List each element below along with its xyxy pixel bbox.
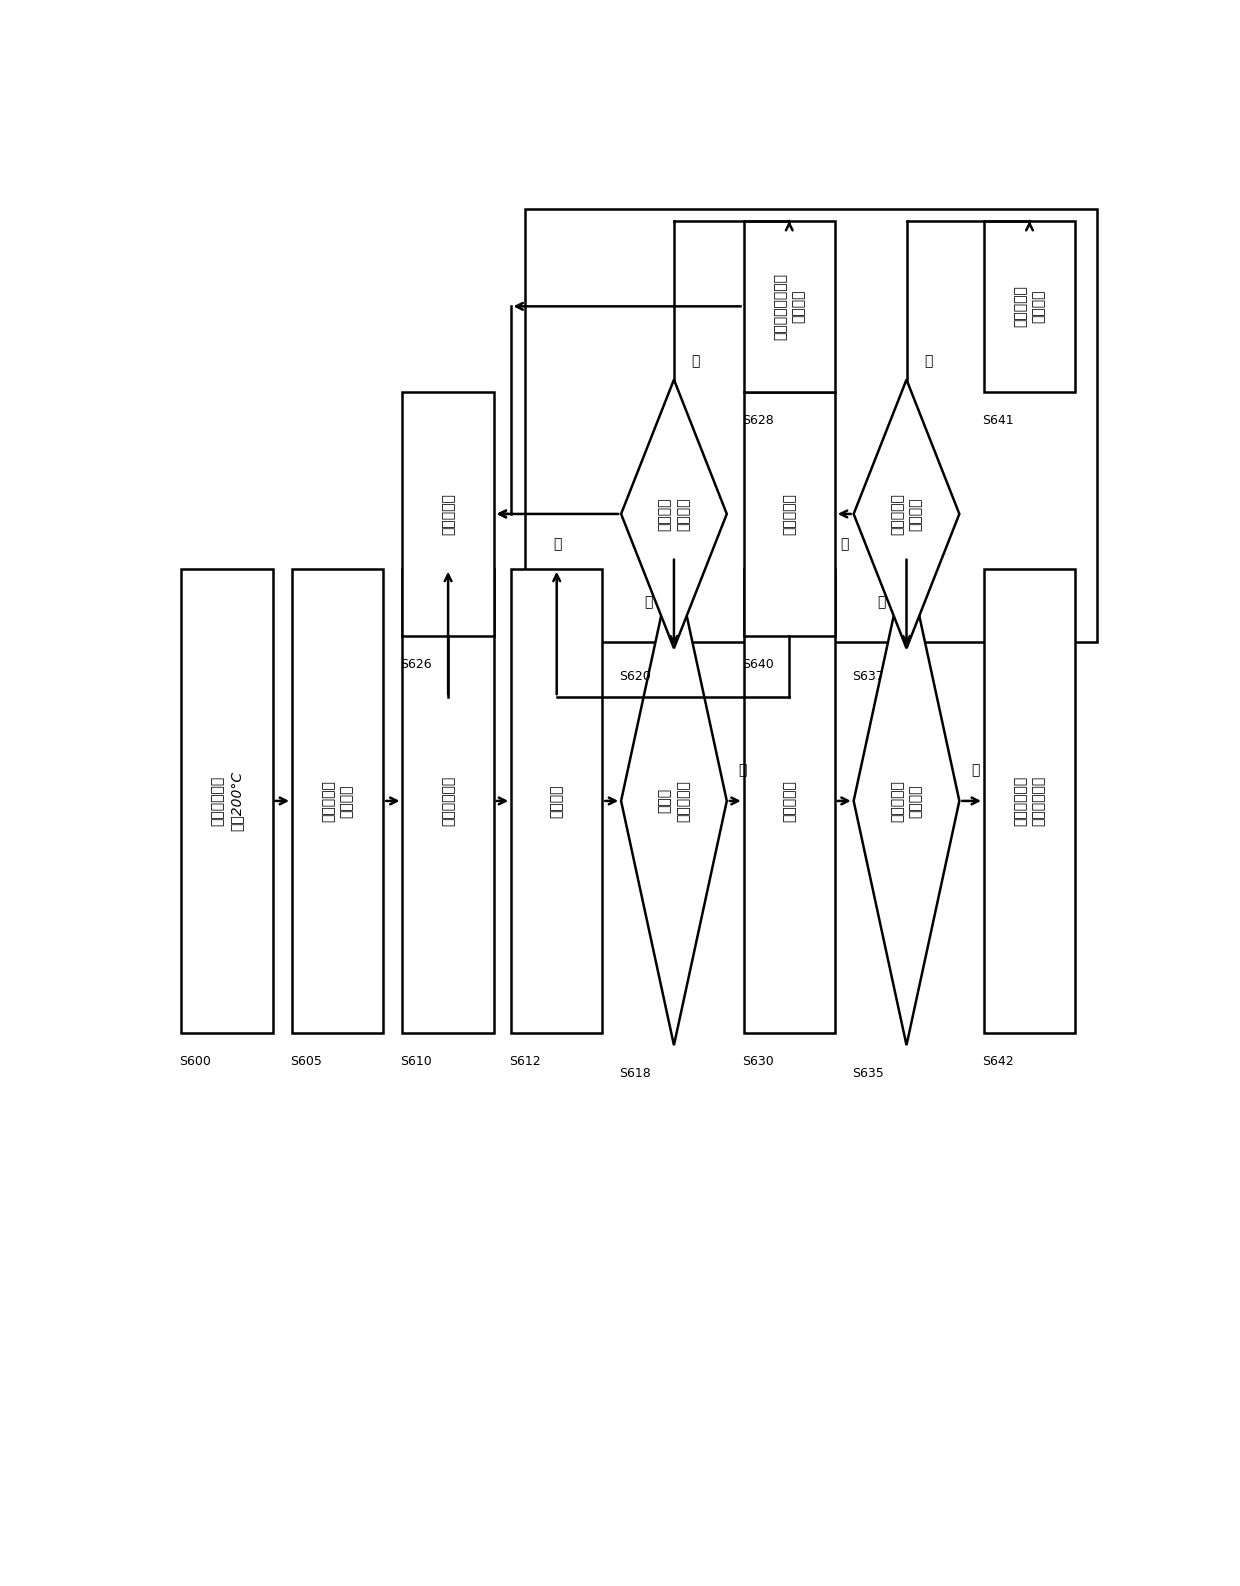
Text: 增加鼓温度: 增加鼓温度	[782, 493, 796, 534]
Text: S641: S641	[982, 414, 1013, 427]
Text: S610: S610	[401, 1055, 433, 1067]
Text: 将灯从回流
区域移开: 将灯从回流 区域移开	[1013, 285, 1045, 327]
Text: 是: 是	[691, 354, 699, 368]
Text: 是: 是	[738, 763, 746, 777]
Bar	[403, 569, 494, 1032]
Text: 处于灯调
节范围？: 处于灯调 节范围？	[657, 496, 691, 531]
Text: 实现了所需
线扩展？: 实现了所需 线扩展？	[890, 780, 923, 822]
Text: 减小鼓温度: 减小鼓温度	[441, 493, 455, 534]
Text: 否: 否	[553, 538, 562, 552]
Text: 否: 否	[645, 595, 652, 609]
Text: 是: 是	[971, 763, 980, 777]
Text: S628: S628	[742, 414, 774, 427]
Text: 将灯定位在
标称位置: 将灯定位在 标称位置	[321, 780, 353, 822]
Text: 否: 否	[877, 595, 885, 609]
Bar	[744, 569, 835, 1032]
Bar	[744, 220, 835, 392]
Text: S642: S642	[982, 1055, 1013, 1067]
Text: S612: S612	[510, 1055, 541, 1067]
Bar	[181, 569, 273, 1032]
Bar	[525, 209, 1096, 642]
Text: S605: S605	[290, 1055, 322, 1067]
Text: 测量线扩展: 测量线扩展	[782, 780, 796, 822]
Polygon shape	[621, 379, 727, 649]
Bar	[403, 392, 494, 636]
Text: 将鼓温度设置
为约200°C: 将鼓温度设置 为约200°C	[211, 771, 243, 831]
Text: S640: S640	[742, 658, 774, 671]
Polygon shape	[853, 557, 960, 1045]
Text: 运行校准图像: 运行校准图像	[441, 776, 455, 826]
Text: 测量回缩: 测量回缩	[549, 783, 564, 818]
Text: 是: 是	[924, 354, 932, 368]
Text: 处于灯调节
范围内？: 处于灯调节 范围内？	[890, 493, 923, 534]
Text: 保存针对介质
类型的设置点: 保存针对介质 类型的设置点	[1013, 776, 1045, 826]
Bar	[511, 569, 603, 1032]
Text: 实现了
所需回缩？: 实现了 所需回缩？	[657, 780, 691, 822]
Bar	[983, 569, 1075, 1032]
Bar	[983, 220, 1075, 392]
Text: S630: S630	[742, 1055, 774, 1067]
Text: S618: S618	[619, 1067, 651, 1080]
Text: 将灯移动得更靠近
回流区域: 将灯移动得更靠近 回流区域	[773, 273, 806, 339]
Text: S600: S600	[180, 1055, 211, 1067]
Text: S635: S635	[852, 1067, 883, 1080]
Text: 否: 否	[839, 538, 848, 552]
Bar	[291, 569, 383, 1032]
Polygon shape	[853, 379, 960, 649]
Text: S620: S620	[619, 671, 651, 684]
Polygon shape	[621, 557, 727, 1045]
Text: S637: S637	[852, 671, 883, 684]
Text: S626: S626	[401, 658, 433, 671]
Bar	[744, 392, 835, 636]
